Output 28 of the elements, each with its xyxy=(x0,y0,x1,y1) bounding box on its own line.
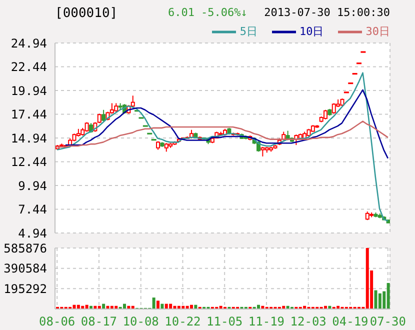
y-tick-label: 12.44 xyxy=(10,155,47,170)
y-tick-label: 17.44 xyxy=(10,108,47,122)
x-tick-label: 11-05 xyxy=(206,314,243,329)
text: -5.06%↓ xyxy=(201,6,248,19)
legend-label: 10日 xyxy=(300,24,324,39)
legend-label: 30日 xyxy=(366,24,390,39)
x-tick-label: 12-03 xyxy=(290,314,326,329)
x-tick-label: 08-06 xyxy=(39,314,76,329)
y-tick-label: 14.94 xyxy=(10,131,47,146)
y-tick-label: 19.94 xyxy=(10,84,47,98)
y-tick-label: 22.44 xyxy=(10,60,47,74)
x-tick-label: 04-19 xyxy=(332,314,368,329)
y-tick-label: 390584 xyxy=(4,262,47,276)
chart-title: [000010] xyxy=(55,6,118,21)
x-tick-label: 10-22 xyxy=(164,314,201,329)
text: 6.01 xyxy=(168,6,194,19)
x-tick-label: 08-17 xyxy=(80,314,118,329)
y-tick-label: 9.94 xyxy=(18,178,47,193)
y-tick-label: 195292 xyxy=(4,282,47,296)
x-tick-label: 07-30 xyxy=(370,314,406,329)
x-tick-label: 10-08 xyxy=(122,314,159,329)
y-tick-label: 24.94 xyxy=(10,36,47,50)
y-tick-label: 7.44 xyxy=(18,202,47,217)
y-tick-label: 4.94 xyxy=(18,226,47,240)
y-tick-label: 585876 xyxy=(4,241,47,256)
text: 2013-07-30 15:00:30 xyxy=(264,6,390,19)
x-tick-label: 11-19 xyxy=(248,314,285,329)
legend-label: 5日 xyxy=(240,24,258,39)
